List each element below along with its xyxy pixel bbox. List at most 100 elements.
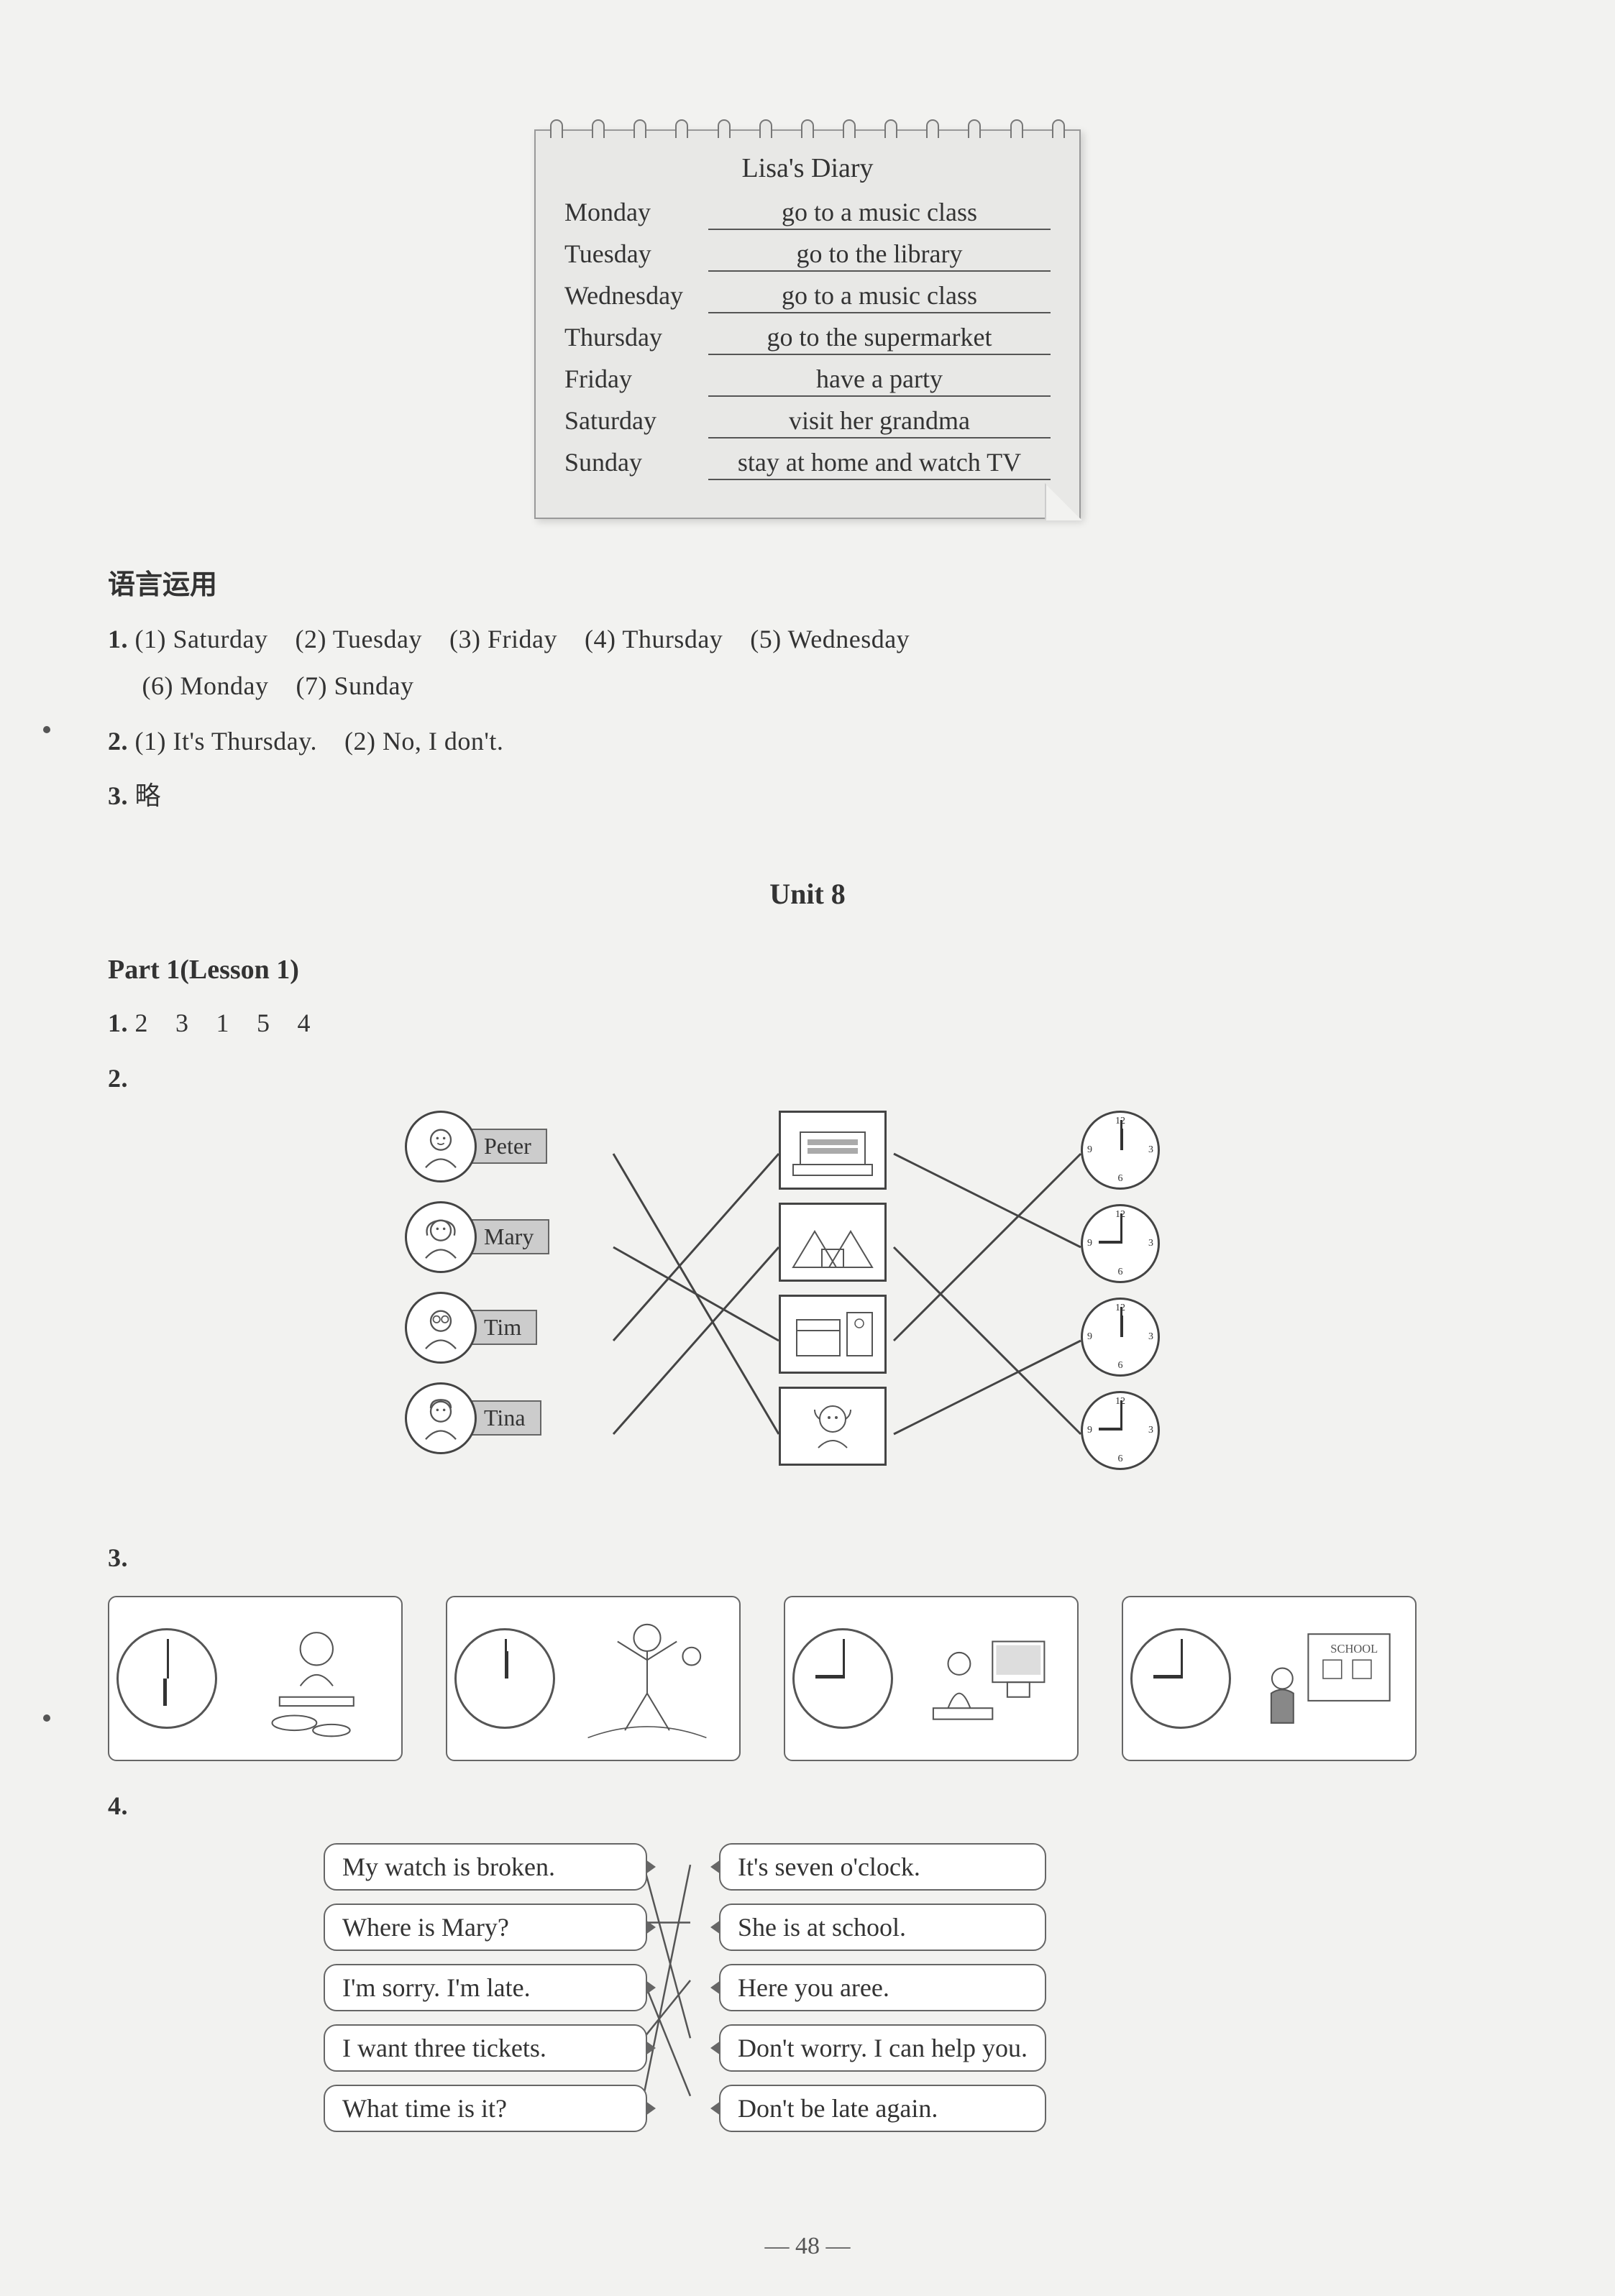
ex1-seq: 3 (175, 1009, 189, 1037)
clock-icon (1130, 1628, 1231, 1729)
speech-bubble: I'm sorry. I'm late. (324, 1964, 647, 2011)
person-avatar-icon (405, 1111, 477, 1183)
speech-bubble: Here you aree. (719, 1964, 1046, 2011)
diary-row: Sundaystay at home and watch TV (564, 447, 1051, 480)
diary-row: Wednesdaygo to a music class (564, 280, 1051, 313)
match-person: Tim (405, 1292, 549, 1364)
scene-illustration-icon (562, 1604, 732, 1753)
diary-day: Sunday (564, 447, 708, 477)
part-heading: Part 1(Lesson 1) (108, 954, 1507, 986)
scene-illustration-icon (779, 1387, 887, 1466)
dot-icon (43, 1714, 50, 1722)
match-person: Peter (405, 1111, 549, 1183)
person-name-label: Tina (468, 1400, 541, 1436)
scene-illustration-icon: SCHOOL (1238, 1604, 1408, 1753)
clock-icon (116, 1628, 217, 1729)
scene-illustration-icon (224, 1604, 394, 1753)
diary-activity: have a party (708, 364, 1051, 397)
speech-bubble: I want three tickets. (324, 2024, 647, 2072)
ex4-matching: My watch is broken. Where is Mary? I'm sor… (324, 1843, 1330, 2132)
person-avatar-icon (405, 1292, 477, 1364)
diary-binding (536, 118, 1079, 139)
ex3-item: SCHOOL (1122, 1596, 1417, 1761)
diary-box: Lisa's Diary Mondaygo to a music class T… (534, 129, 1081, 519)
clock-icon: 12369 (1081, 1391, 1160, 1470)
ex1-seq: 5 (257, 1009, 270, 1037)
answer-ex1: 1. 2 3 1 5 4 (108, 1000, 1507, 1047)
unit-heading: Unit 8 (108, 877, 1507, 911)
scene-illustration-icon (779, 1111, 887, 1190)
ex3-row: SCHOOL (108, 1596, 1507, 1761)
diary-day: Friday (564, 364, 708, 394)
q3-number: 3. (108, 781, 128, 810)
svg-text:SCHOOL: SCHOOL (1330, 1642, 1378, 1656)
diary-day: Tuesday (564, 239, 708, 269)
ex1-seq: 4 (298, 1009, 311, 1037)
ex3-number: 3. (108, 1543, 128, 1572)
clock-icon: 12369 (1081, 1111, 1160, 1190)
ex3-item (784, 1596, 1079, 1761)
speech-bubble: Don't worry. I can help you. (719, 2024, 1046, 2072)
answer-q2: 2. (1) It's Thursday. (2) No, I don't. (108, 718, 1507, 765)
diary-activity: go to the supermarket (708, 322, 1051, 355)
q2-item: (1) It's Thursday. (135, 727, 317, 756)
q1-item: (7) Sunday (296, 671, 413, 700)
diary-activity: go to a music class (708, 280, 1051, 313)
diary-row: Thursdaygo to the supermarket (564, 322, 1051, 355)
diary-row: Saturdayvisit her grandma (564, 405, 1051, 438)
clock-icon: 12369 (1081, 1204, 1160, 1283)
q1-item: (3) Friday (449, 625, 557, 653)
ex3-item (108, 1596, 403, 1761)
page-number: — 48 — (765, 2233, 851, 2260)
person-name-label: Tim (468, 1310, 537, 1345)
speech-bubble: My watch is broken. (324, 1843, 647, 1891)
ex2-number: 2. (108, 1064, 128, 1093)
scene-illustration-icon (779, 1203, 887, 1282)
ex4-number: 4. (108, 1791, 128, 1820)
q3-text: 略 (135, 781, 162, 810)
match-person: Mary (405, 1201, 549, 1273)
diary-activity: visit her grandma (708, 405, 1051, 438)
q2-number: 2. (108, 727, 128, 756)
q1-item: (2) Tuesday (295, 625, 422, 653)
speech-bubble: She is at school. (719, 1904, 1046, 1951)
diary-day: Wednesday (564, 280, 708, 311)
person-avatar-icon (405, 1382, 477, 1454)
scene-illustration-icon (900, 1604, 1070, 1753)
speech-bubble: Where is Mary? (324, 1904, 647, 1951)
diary-day: Saturday (564, 405, 708, 436)
section-heading: 语言运用 (108, 562, 1507, 602)
answer-ex2-label: 2. (108, 1055, 1507, 1102)
diary-corner-icon (1045, 483, 1081, 519)
speech-bubble: It's seven o'clock. (719, 1843, 1046, 1891)
diary-activity: stay at home and watch TV (708, 447, 1051, 480)
q1-item: (5) Wednesday (750, 625, 910, 653)
scene-illustration-icon (779, 1295, 887, 1374)
q1-item: (1) Saturday (135, 625, 268, 653)
diary-row: Fridayhave a party (564, 364, 1051, 397)
diary-activity: go to the library (708, 239, 1051, 272)
answer-ex4-label: 4. (108, 1783, 1507, 1829)
ex1-seq: 1 (216, 1009, 230, 1037)
answer-q3: 3. 略 (108, 773, 1507, 819)
clock-icon (454, 1628, 555, 1729)
ex1-number: 1. (108, 1009, 128, 1037)
answer-ex3-label: 3. (108, 1535, 1507, 1581)
diary-day: Monday (564, 197, 708, 227)
answer-q1: 1. (1) Saturday (2) Tuesday (3) Friday (… (108, 616, 1507, 710)
ex3-item (446, 1596, 741, 1761)
diary-activity: go to a music class (708, 197, 1051, 230)
q1-item: (6) Monday (142, 671, 269, 700)
speech-bubble: What time is it? (324, 2085, 647, 2132)
diary-title: Lisa's Diary (564, 152, 1051, 184)
diary-row: Tuesdaygo to the library (564, 239, 1051, 272)
q1-number: 1. (108, 625, 128, 653)
speech-bubble: Don't be late again. (719, 2085, 1046, 2132)
clock-icon: 12369 (1081, 1298, 1160, 1377)
diary-row: Mondaygo to a music class (564, 197, 1051, 230)
person-avatar-icon (405, 1201, 477, 1273)
q1-item: (4) Thursday (585, 625, 723, 653)
dot-icon (43, 726, 50, 733)
ex1-seq: 2 (135, 1009, 149, 1037)
q2-item: (2) No, I don't. (344, 727, 503, 756)
